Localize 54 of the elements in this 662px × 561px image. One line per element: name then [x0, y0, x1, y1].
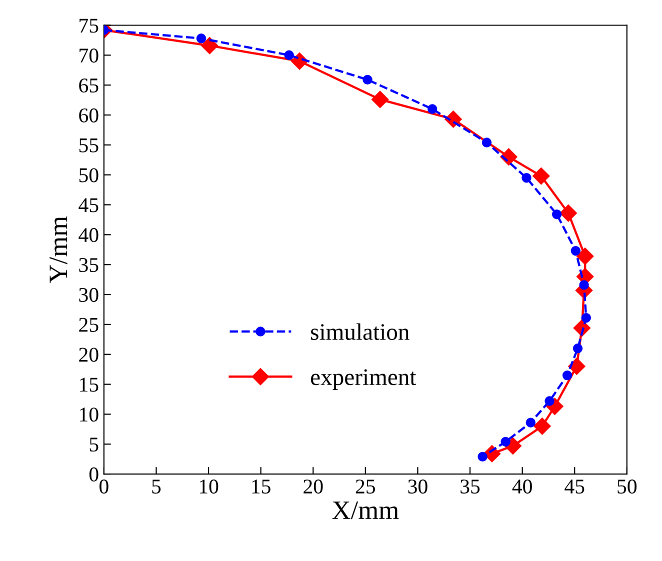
- x-tick-label: 50: [618, 480, 637, 494]
- point: [562, 370, 572, 380]
- y-tick-label: 40: [78, 228, 98, 242]
- point: [568, 358, 586, 375]
- x-tick-label: 45: [564, 480, 584, 494]
- y-tick-label: 70: [80, 48, 98, 63]
- x-tick-label: 25: [356, 480, 376, 494]
- y-tick-label: 25: [79, 318, 98, 332]
- point: [196, 34, 206, 44]
- point: [581, 313, 591, 323]
- x-tick-label: 40: [512, 480, 532, 494]
- y-tick-label: 15: [80, 378, 98, 392]
- point: [532, 167, 550, 185]
- y-tick-label: 0: [89, 467, 98, 482]
- x-tick-label: 15: [252, 480, 270, 494]
- point: [576, 248, 594, 265]
- x-tick-label: 30: [408, 480, 428, 494]
- y-tick-label: 10: [80, 408, 98, 422]
- point: [428, 104, 438, 114]
- point: [201, 37, 218, 54]
- legend-label: experiment: [310, 369, 416, 390]
- y-tick-label: 60: [79, 108, 98, 122]
- y-tick-label: 75: [80, 18, 98, 33]
- x-tick-label: 5: [152, 480, 161, 494]
- y-tick-label: 45: [78, 198, 98, 212]
- point: [372, 90, 389, 108]
- point: [482, 138, 492, 148]
- x-tick-label: 0: [100, 480, 108, 494]
- point: [362, 74, 372, 85]
- point: [284, 50, 294, 60]
- y-tick-label: 35: [79, 258, 98, 272]
- point: [560, 204, 577, 222]
- y-axis-title: Y/mm: [50, 216, 68, 284]
- y-tick-label: 50: [79, 168, 98, 182]
- point: [570, 246, 581, 256]
- point: [526, 418, 536, 428]
- point: [579, 280, 589, 290]
- y-tick-label: 55: [79, 138, 98, 152]
- y-tick-label: 65: [79, 78, 98, 93]
- point: [572, 344, 583, 354]
- point: [500, 436, 510, 447]
- x-tick-label: 35: [460, 480, 480, 494]
- x-axis-title: X/mm: [332, 501, 399, 520]
- point: [544, 396, 554, 406]
- point: [522, 172, 532, 183]
- x-tick-label: 20: [304, 480, 323, 494]
- y-tick-label: 5: [90, 438, 98, 452]
- legend-label: simulation: [311, 323, 410, 340]
- y-tick-label: 20: [79, 348, 98, 362]
- point: [534, 418, 551, 435]
- point: [552, 209, 562, 220]
- x-tick-label: 10: [200, 480, 218, 494]
- point: [478, 452, 488, 462]
- y-tick-label: 30: [79, 288, 98, 302]
